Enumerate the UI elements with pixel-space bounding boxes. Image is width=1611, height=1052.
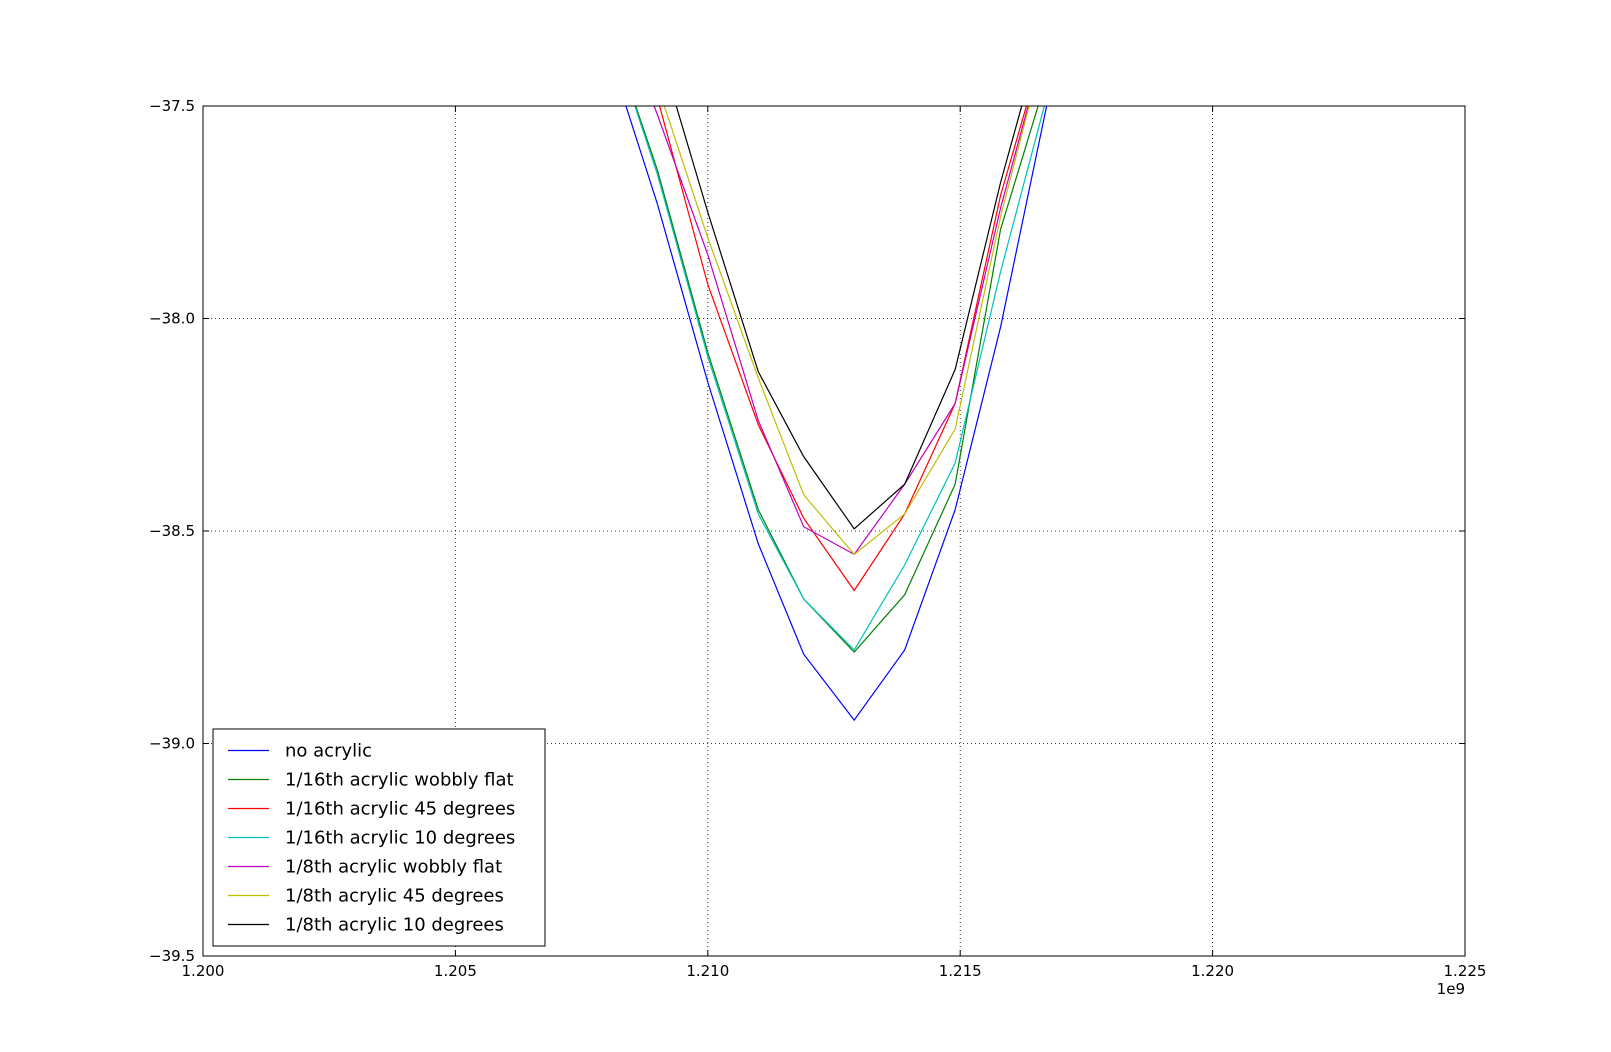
series-line [658, 106, 1028, 592]
legend-label: 1/8th acrylic wobbly flat [285, 857, 502, 878]
legend-label: 1/8th acrylic 45 degrees [285, 886, 504, 907]
x-tick-label: 1.200 [182, 962, 225, 980]
series-line [625, 106, 1048, 722]
x-tick-label: 1.215 [939, 962, 982, 980]
x-offset-label: 1e9 [1437, 980, 1465, 998]
ticks: 1.200 1.205 1.210 1.215 1.220 1.225 −39.5 −39.0… [149, 97, 1486, 980]
legend-label: 1/8th acrylic 10 degrees [285, 915, 504, 936]
plot-lines [625, 106, 1048, 722]
series-line [634, 106, 1045, 651]
y-tick-label: −37.5 [149, 97, 195, 115]
series-line [675, 106, 1023, 530]
x-tick-label: 1.220 [1191, 962, 1234, 980]
series-line [653, 106, 1029, 556]
y-tick-label: −39.0 [149, 735, 195, 753]
legend: no acrylic 1/16th acrylic wobbly flat 1/16… [212, 728, 546, 947]
x-tick-label: 1.205 [434, 962, 477, 980]
series-line [635, 106, 1039, 654]
y-tick-label: −39.5 [149, 947, 195, 965]
y-tick-label: −38.0 [149, 310, 195, 328]
legend-label: 1/16th acrylic wobbly flat [285, 770, 514, 791]
legend-label: no acrylic [285, 741, 372, 762]
x-tick-label: 1.225 [1444, 962, 1487, 980]
legend-label: 1/16th acrylic 10 degrees [285, 828, 515, 849]
legend-label: 1/16th acrylic 45 degrees [285, 799, 515, 820]
x-tick-label: 1.210 [686, 962, 729, 980]
y-tick-label: −38.5 [149, 522, 195, 540]
series-line [663, 106, 1030, 556]
